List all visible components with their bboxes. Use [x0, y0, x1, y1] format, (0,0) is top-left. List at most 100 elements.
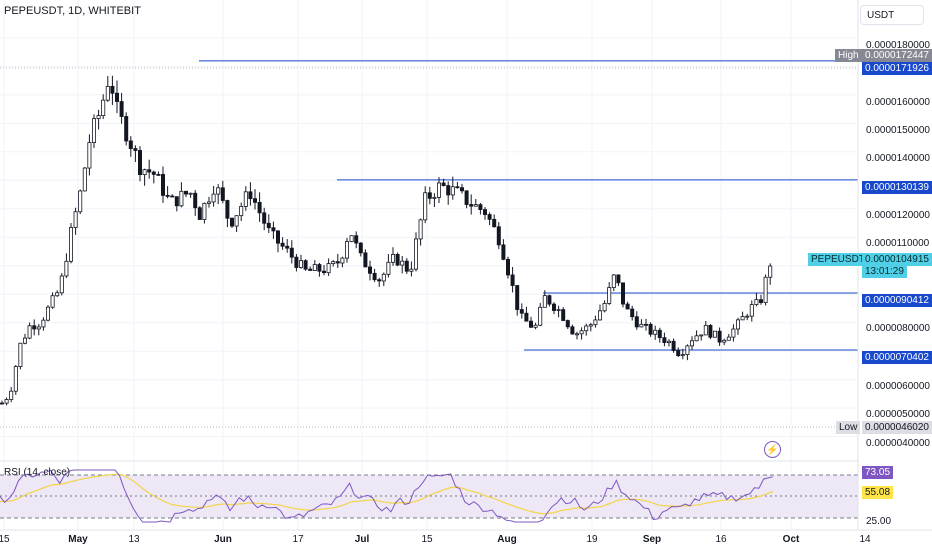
candles — [0, 75, 773, 406]
candle-body — [110, 85, 115, 94]
last-price-tag: 0.0000104915 — [862, 253, 932, 266]
price-tick: 0.0000060000 — [866, 381, 930, 392]
candle-body — [404, 260, 409, 272]
candle-body — [584, 325, 589, 332]
candle-body — [105, 85, 110, 101]
low-label: Low — [836, 421, 861, 434]
candle-body — [248, 191, 253, 200]
candle-body — [759, 299, 764, 303]
candle-body — [754, 299, 759, 306]
candle-body — [639, 323, 644, 328]
candle-body — [174, 196, 179, 207]
candle-body — [621, 282, 626, 305]
candle-body — [492, 218, 497, 228]
candle-body — [358, 242, 363, 254]
candle-body — [413, 238, 418, 270]
candle-body — [459, 187, 464, 192]
time-tick: 17 — [292, 534, 304, 545]
candle-body — [340, 257, 345, 264]
candle-body — [657, 329, 662, 339]
candle-body — [740, 316, 745, 321]
candle-body — [653, 329, 658, 335]
price-tick: 0.0000120000 — [866, 210, 930, 221]
candle-body — [170, 195, 175, 198]
candle-body — [156, 174, 161, 176]
flash-alert-icon[interactable]: ⚡ — [764, 441, 781, 458]
candle-body — [736, 319, 741, 330]
candle-body — [713, 330, 718, 338]
candle-body — [726, 336, 731, 341]
candle-body — [202, 202, 207, 220]
candle-body — [464, 190, 469, 205]
candle-body — [317, 264, 322, 272]
candle-body — [225, 200, 230, 219]
level-tag-4: 0.0000070402 — [862, 351, 932, 364]
candle-body — [611, 274, 616, 288]
candle-body — [275, 230, 280, 244]
candle-body — [266, 222, 271, 229]
candle-body — [579, 330, 584, 335]
candle-body — [36, 326, 41, 330]
candle-body — [671, 340, 676, 351]
candle-body — [197, 207, 202, 220]
time-tick: 15 — [0, 534, 10, 545]
candle-body — [32, 325, 37, 330]
rsi-pane — [0, 469, 858, 523]
candle-body — [478, 204, 483, 210]
candle-body — [722, 339, 727, 343]
candle-body — [27, 325, 32, 339]
candle-body — [96, 115, 101, 120]
candle-body — [542, 295, 547, 308]
candle-body — [749, 304, 754, 317]
candle-body — [64, 260, 69, 277]
currency-unit-button[interactable]: USDT — [860, 5, 924, 25]
candle-body — [717, 330, 722, 343]
candle-body — [188, 192, 193, 195]
candle-body — [151, 171, 156, 175]
candle-body — [598, 310, 603, 321]
candle-body — [400, 260, 405, 266]
price-tick: 0.0000160000 — [866, 97, 930, 108]
candle-body — [82, 167, 87, 192]
candle-body — [690, 340, 695, 347]
candle-body — [165, 195, 170, 197]
candle-body — [0, 402, 4, 405]
candle-body — [510, 274, 515, 286]
candle-body — [482, 209, 487, 215]
candle-body — [570, 326, 575, 335]
candle-body — [423, 192, 428, 221]
candle-body — [115, 92, 120, 102]
rsi-indicator-label[interactable]: RSI (14, close) — [4, 467, 71, 478]
candle-body — [303, 260, 308, 270]
candle-body — [607, 287, 612, 304]
candle-body — [312, 264, 317, 271]
candle-body — [409, 268, 414, 272]
candle-body — [289, 247, 294, 258]
candle-body — [69, 227, 74, 262]
candle-body — [377, 279, 382, 282]
candle-body — [538, 306, 543, 326]
time-tick: Jun — [214, 534, 232, 545]
candle-body — [262, 212, 267, 224]
candle-body — [634, 316, 639, 328]
candle-body — [731, 328, 736, 338]
candle-body — [55, 292, 60, 297]
candle-body — [142, 169, 147, 175]
candle-body — [436, 182, 441, 198]
candle-body — [529, 320, 534, 328]
candle-body — [676, 350, 681, 357]
candle-body — [667, 340, 672, 344]
level-tag-2: 0.0000130139 — [862, 181, 932, 194]
candle-body — [703, 324, 708, 336]
candle-body — [588, 324, 593, 327]
candle-body — [9, 390, 14, 400]
candle-body — [473, 204, 478, 207]
price-tick: 0.0000080000 — [866, 323, 930, 334]
candle-body — [193, 192, 198, 209]
price-tick: 0.0000110000 — [866, 238, 930, 249]
level-tag-3: 0.0000090412 — [862, 294, 932, 307]
price-tick: 0.0000050000 — [866, 409, 930, 420]
candle-body — [381, 273, 386, 282]
symbol-title[interactable]: PEPEUSDT, 1D, WHITEBIT — [4, 5, 141, 17]
